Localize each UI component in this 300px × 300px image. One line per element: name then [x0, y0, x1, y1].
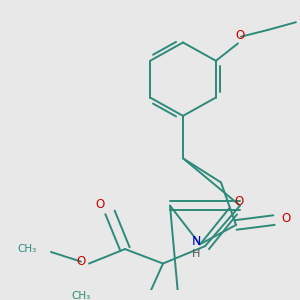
Text: H: H — [192, 249, 200, 259]
Text: O: O — [95, 198, 105, 211]
Text: O: O — [281, 212, 291, 225]
Text: CH₃: CH₃ — [18, 244, 37, 254]
Text: O: O — [235, 29, 244, 42]
Text: O: O — [234, 195, 244, 208]
Text: N: N — [191, 235, 201, 248]
Text: CH₃: CH₃ — [72, 291, 91, 300]
Text: O: O — [76, 255, 85, 268]
